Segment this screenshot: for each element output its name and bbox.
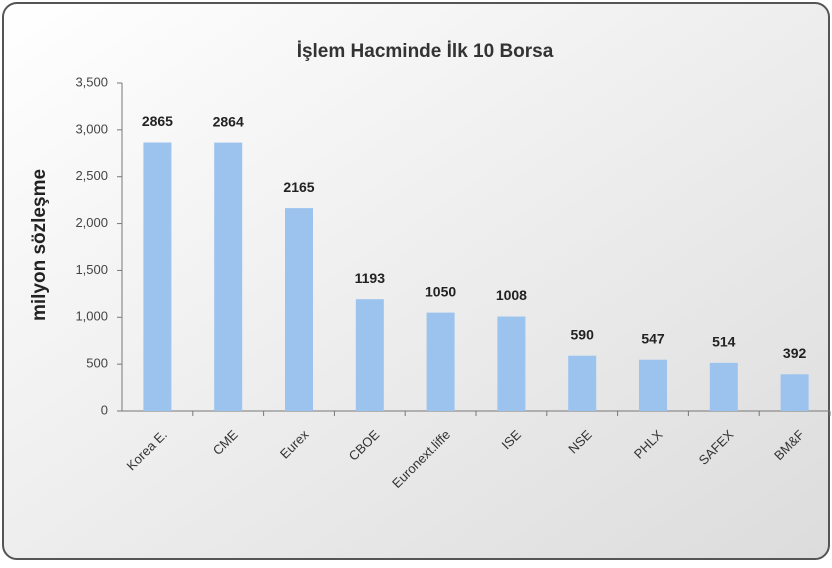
y-tick-label: 500 [86,356,108,371]
value-label: 547 [641,330,665,346]
bar [355,299,384,411]
y-tick-label: 1,000 [75,309,108,324]
y-tick-label: 0 [101,402,108,417]
bar [214,142,243,411]
y-tick-label: 2,500 [75,168,108,183]
bar [497,316,526,411]
bar [568,355,597,411]
value-label: 1008 [496,287,527,303]
value-label: 2165 [283,179,314,195]
y-tick-label: 2,000 [75,215,108,230]
value-label: 1193 [355,270,386,286]
bar [639,359,667,411]
chart-title: İşlem Hacminde İlk 10 Borsa [297,41,554,62]
bar [709,362,738,411]
y-tick-label: 3,000 [75,121,108,136]
y-tick-label: 1,500 [75,262,108,277]
bar [285,208,313,411]
bar [426,312,455,411]
value-label: 1050 [425,283,456,299]
bar [780,374,809,411]
chart-frame [2,2,830,560]
value-label: 590 [571,326,595,342]
value-label: 2865 [142,113,173,129]
bar [143,142,172,411]
y-axis-label: milyon sözleşme [29,169,50,321]
value-label: 514 [712,334,736,350]
value-label: 2864 [213,113,244,129]
y-tick-label: 3,500 [75,74,108,89]
value-label: 392 [783,345,807,361]
